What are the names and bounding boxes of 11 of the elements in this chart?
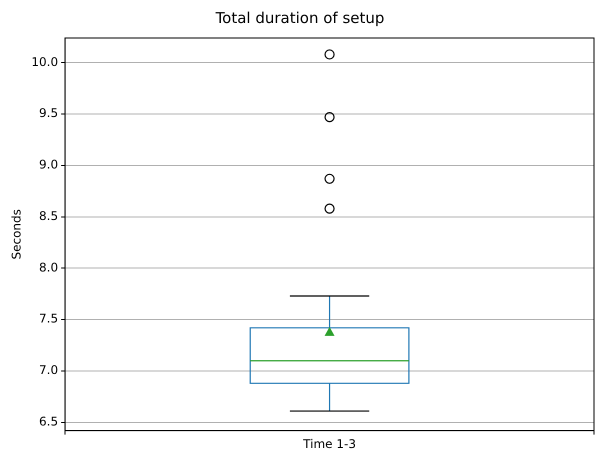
y-tick-label: 6.5 [39,414,58,429]
y-tick-label: 8.5 [39,208,58,223]
x-tick-label: Time 1-3 [302,436,356,451]
y-tick-label: 9.5 [39,106,58,120]
y-tick-label: 8.0 [39,260,58,274]
y-tick-label: 7.0 [39,363,58,378]
y-tick-label: 10.0 [31,54,58,69]
chart-title: Total duration of setup [214,8,384,27]
y-axis-title: Seconds [9,209,24,260]
y-tick-label: 9.0 [39,158,58,172]
y-tick-label: 7.5 [39,312,58,326]
